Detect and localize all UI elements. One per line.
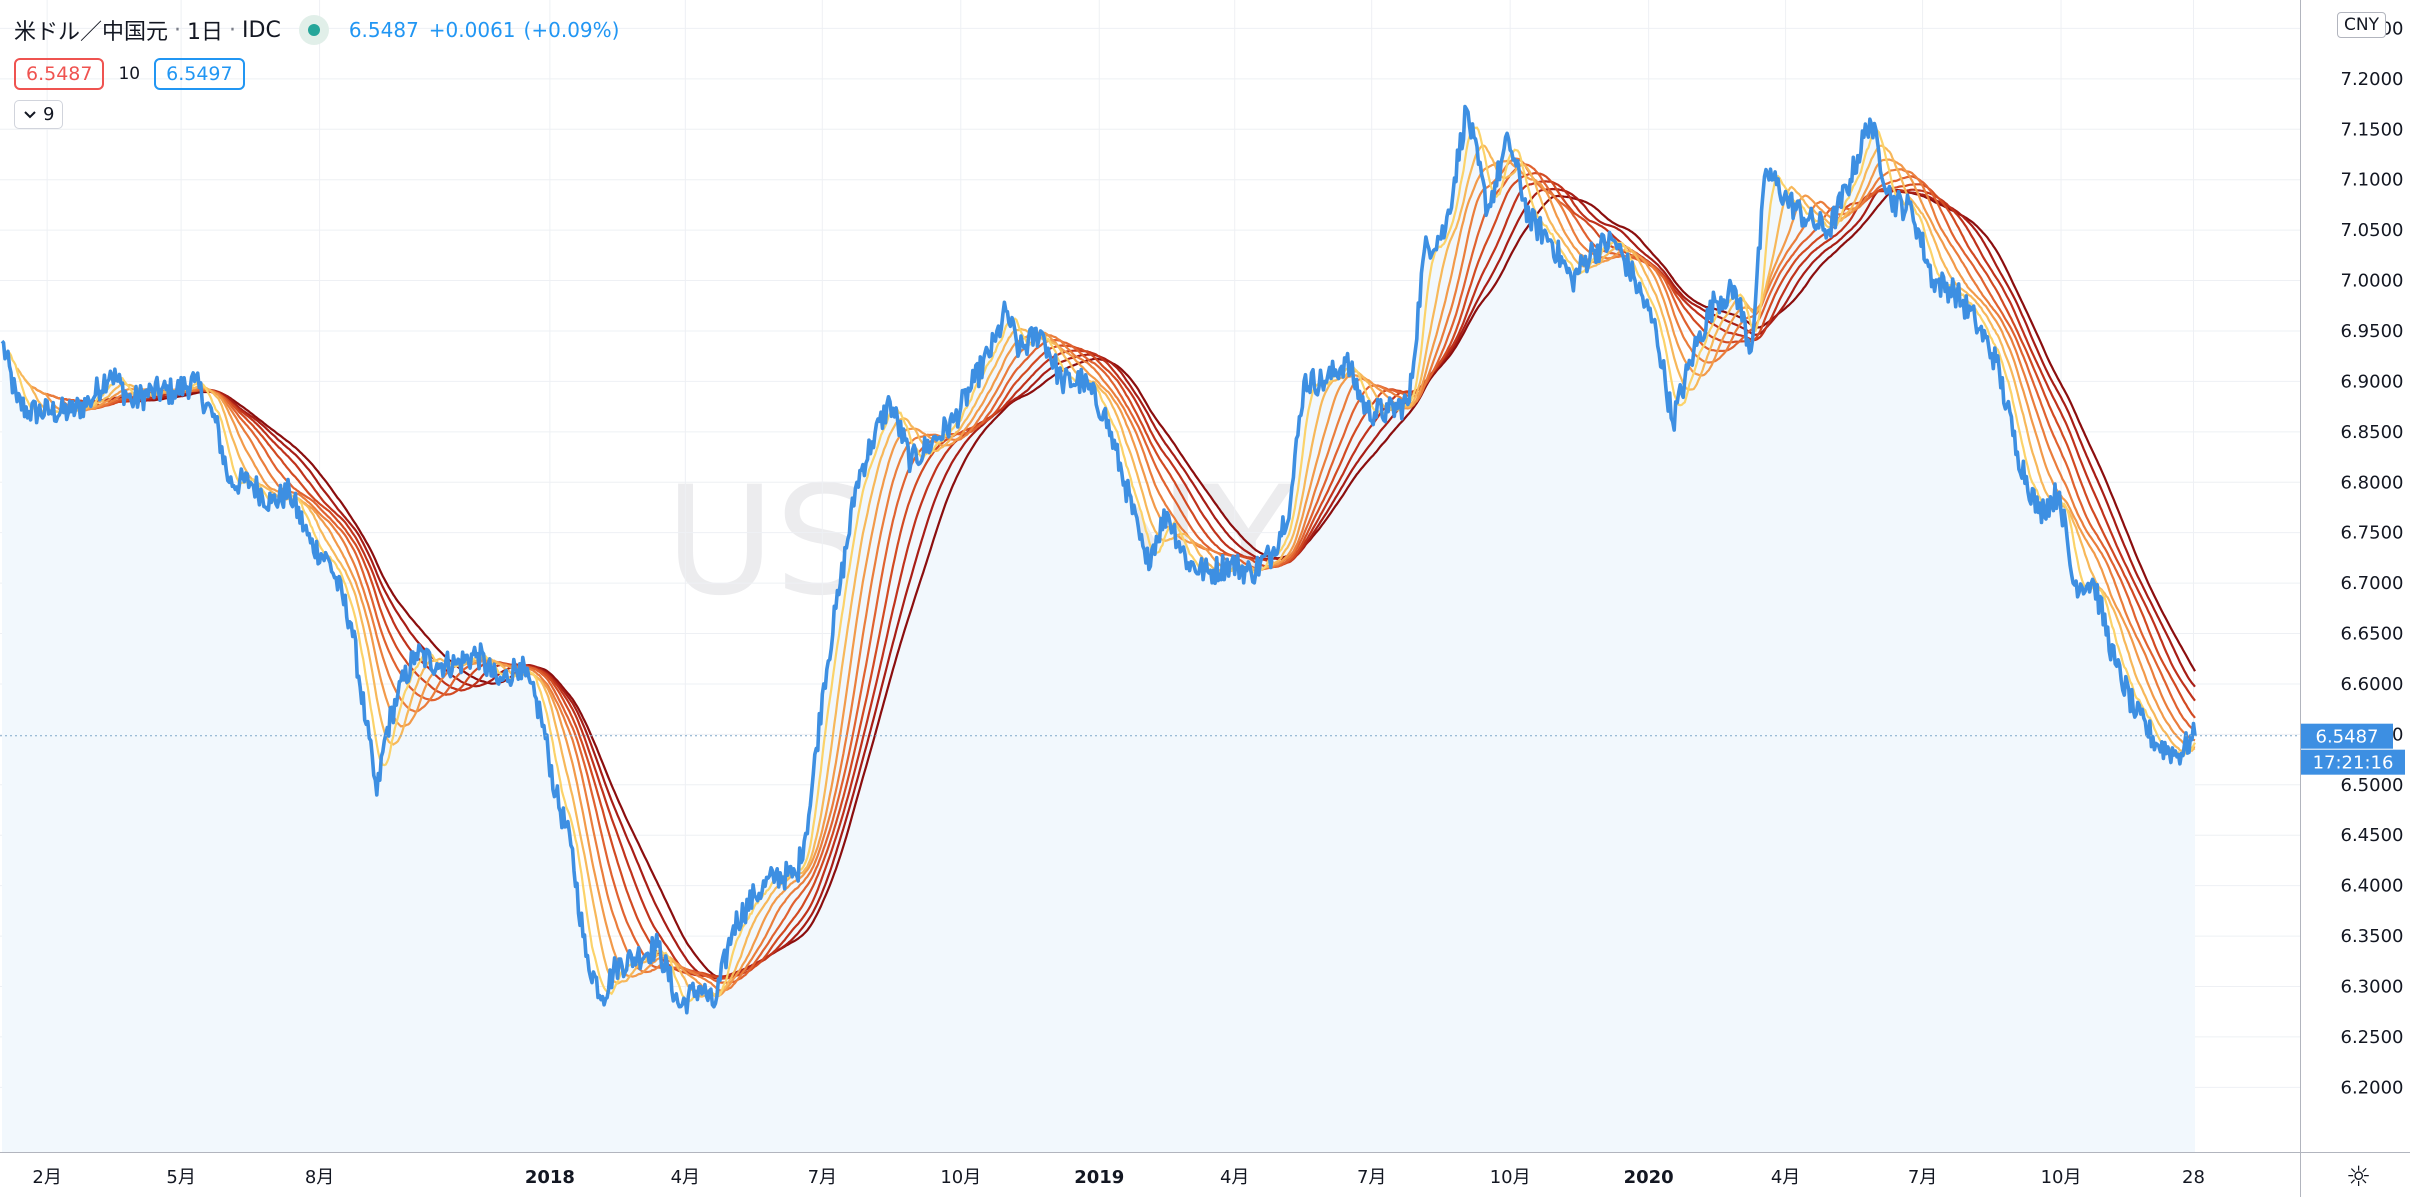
- y-tick-label: 6.9500: [2341, 321, 2404, 342]
- x-tick-label: 2020: [1624, 1167, 1674, 1188]
- x-tick-label: 2019: [1074, 1167, 1124, 1188]
- price-change: +0.0061: [428, 18, 516, 42]
- price-line: [0, 104, 2197, 1015]
- symbol-exchange: IDC: [242, 17, 281, 43]
- y-tick-label: 6.7000: [2341, 573, 2404, 594]
- sell-button[interactable]: 6.5487: [14, 58, 105, 90]
- last-price-tag: [2301, 723, 2393, 749]
- y-tick-label: 6.9000: [2341, 371, 2404, 392]
- price-change-percent: (+0.09%): [523, 18, 620, 42]
- x-tick-label: 5月: [166, 1167, 195, 1188]
- market-status-icon[interactable]: [298, 15, 329, 45]
- x-tick-label: 7月: [1908, 1167, 1937, 1188]
- time-axis[interactable]: 2月 5月 8月 2018 4月 7月 10月 2019 4月 7月 10月 2020 4月 7月 10月 2…: [0, 1152, 2300, 1197]
- market-open-dot: [307, 24, 320, 36]
- separator: ·: [229, 17, 237, 43]
- ma-ribbon-line: [69, 189, 2196, 979]
- x-tick-label: 4月: [1220, 1167, 1249, 1188]
- y-tick-label: 6.4000: [2341, 876, 2404, 897]
- y-tick-label: 6.8500: [2341, 422, 2404, 443]
- y-tick-label: 6.5000: [2341, 775, 2404, 796]
- indicators-toggle-button[interactable]: 9: [14, 100, 64, 129]
- y-tick-label: 7.2000: [2341, 69, 2404, 90]
- indicator-count: 9: [43, 104, 55, 125]
- y-tick-label: 7.0500: [2341, 220, 2404, 241]
- x-tick-label: 7月: [808, 1167, 837, 1188]
- chevron-down-icon: [24, 110, 36, 118]
- last-price: 6.5487: [348, 18, 419, 42]
- chart-pane[interactable]: USDCNY, 1日 米ドル／中国元: [0, 0, 2300, 1152]
- axis-corner: [2300, 1152, 2410, 1197]
- currency-label[interactable]: CNY: [2337, 12, 2386, 38]
- x-tick-label: 28: [2182, 1167, 2205, 1188]
- y-tick-label: 6.7500: [2341, 523, 2404, 544]
- x-tick-label: 10月: [1490, 1167, 1531, 1188]
- price-chart[interactable]: [0, 0, 2300, 1152]
- last-price-tag-label: 6.5487: [2316, 727, 2379, 748]
- y-tick-label: 6.6000: [2341, 674, 2404, 695]
- y-tick-label: 7.1500: [2341, 119, 2404, 140]
- x-tick-label: 7月: [1357, 1167, 1386, 1188]
- y-tick-label: 6.4500: [2341, 825, 2404, 846]
- buy-button[interactable]: 6.5497: [154, 58, 245, 90]
- countdown-tag: [2301, 749, 2405, 775]
- ma-ribbon-line: [61, 187, 2196, 980]
- symbol-legend: 米ドル／中国元 · 1日 · IDC 6.5487 +0.0061 (+0.09…: [14, 10, 619, 129]
- settings-icon[interactable]: ☼: [2346, 1160, 2372, 1193]
- y-tick-label: 6.8000: [2341, 472, 2404, 493]
- y-tick-label: 6.2500: [2341, 1027, 2404, 1048]
- spread-value: 10: [118, 64, 141, 84]
- x-tick-label: 2月: [32, 1167, 61, 1188]
- price-area-fill: [2, 106, 2195, 1152]
- separator: ·: [174, 17, 182, 43]
- symbol-name[interactable]: 米ドル／中国元: [14, 20, 169, 45]
- price-axis[interactable]: 7.25007.20007.15007.10007.05007.00006.95…: [2300, 0, 2410, 1152]
- symbol-interval[interactable]: 1日: [187, 20, 224, 45]
- y-tick-label: 7.1000: [2341, 170, 2404, 191]
- y-tick-label: 6.2000: [2341, 1077, 2404, 1098]
- x-tick-label: 10月: [940, 1167, 981, 1188]
- y-tick-label: 7.0000: [2341, 271, 2404, 292]
- x-tick-label: 4月: [1771, 1167, 1800, 1188]
- y-tick-label: 6.6500: [2341, 624, 2404, 645]
- price-axis-labels: 7.25007.20007.15007.10007.05007.00006.95…: [2301, 18, 2405, 1098]
- time-axis-labels: 2月 5月 8月 2018 4月 7月 10月 2019 4月 7月 10月 2020 4月 7月 10月 2…: [32, 1167, 2205, 1188]
- countdown-label: 17:21:16: [2313, 753, 2394, 774]
- x-tick-label: 4月: [671, 1167, 700, 1188]
- y-tick-label: 6.3000: [2341, 977, 2404, 998]
- x-tick-label: 10月: [2041, 1167, 2082, 1188]
- x-tick-label: 8月: [305, 1167, 334, 1188]
- y-tick-label: 6.3500: [2341, 926, 2404, 947]
- x-tick-label: 2018: [525, 1167, 575, 1188]
